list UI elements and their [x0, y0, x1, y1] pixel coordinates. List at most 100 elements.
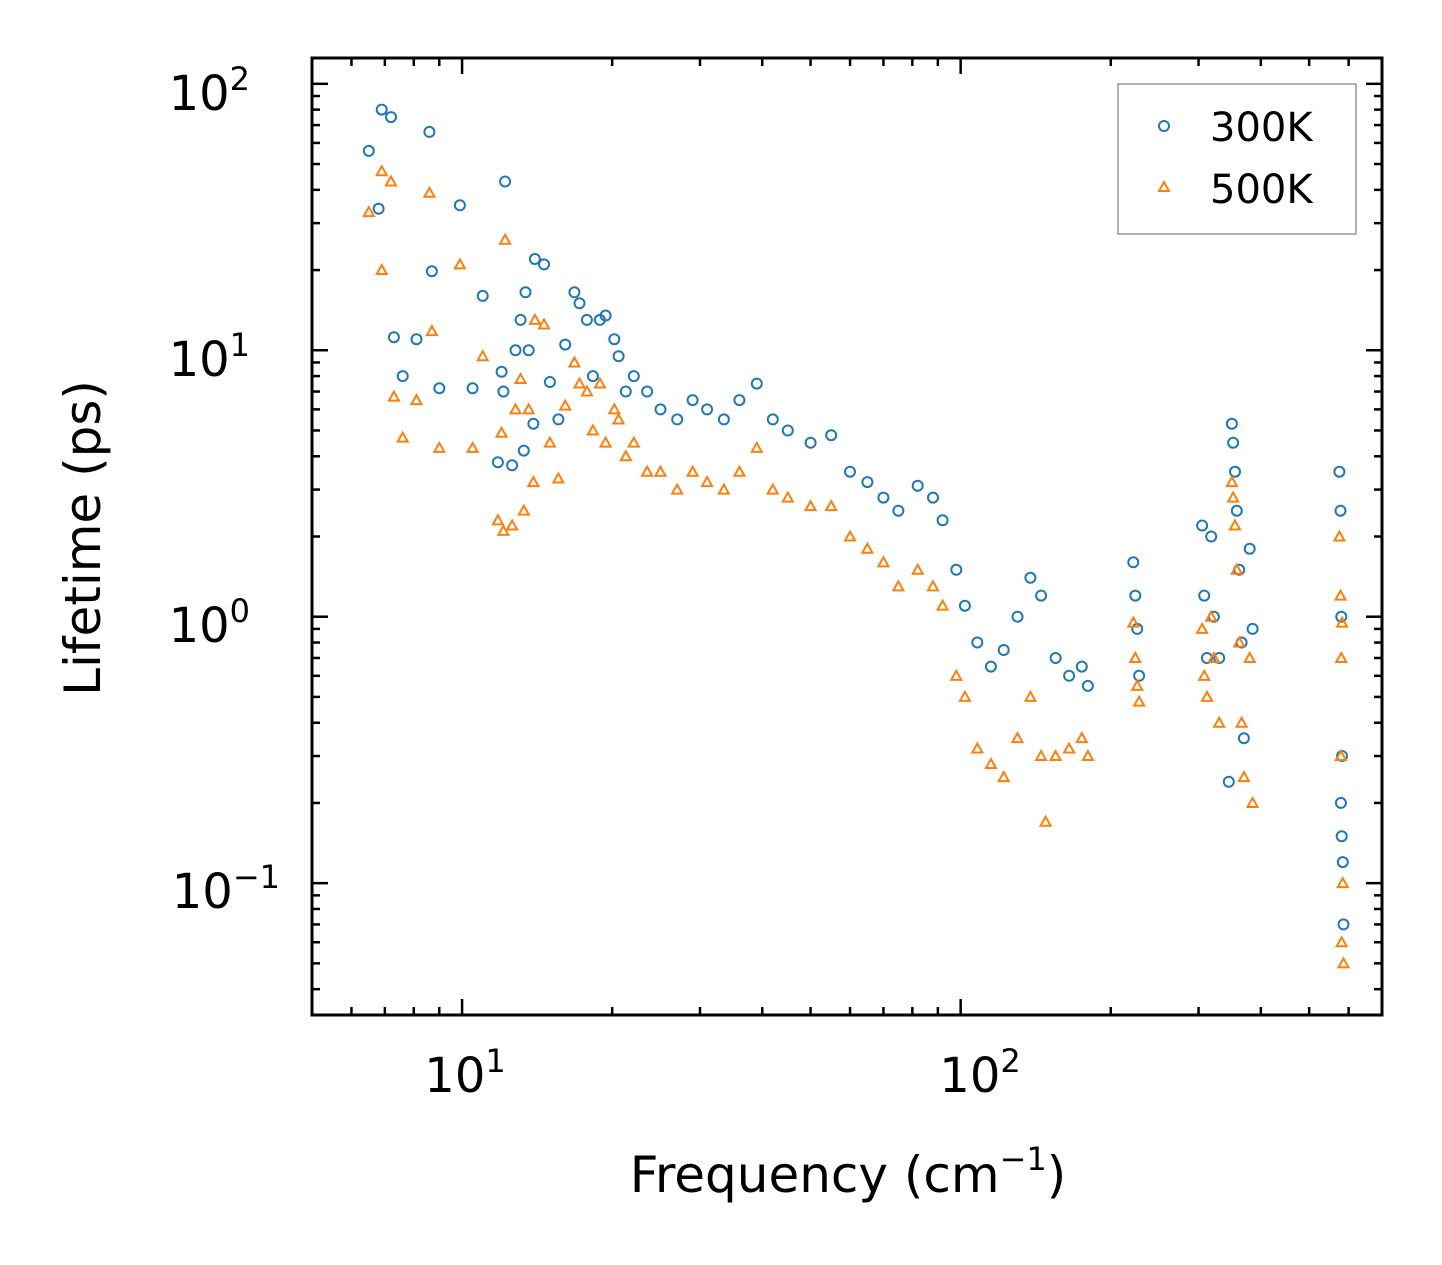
point-500k-68 — [1075, 731, 1089, 744]
point-300k-49 — [804, 436, 817, 449]
point-300k-26 — [543, 376, 556, 388]
point-300k-80 — [1225, 417, 1238, 430]
point-300k-60 — [971, 636, 984, 649]
point-500k-86 — [1237, 770, 1251, 783]
point-500k-54 — [910, 562, 925, 575]
point-300k-63 — [1011, 610, 1024, 623]
point-500k-24 — [537, 317, 551, 330]
point-500k-83 — [1230, 562, 1244, 575]
point-500k-0 — [362, 205, 376, 218]
point-300k-41 — [671, 413, 684, 426]
point-300k-91 — [1334, 504, 1347, 517]
data-points — [362, 103, 1351, 969]
point-500k-38 — [640, 464, 654, 477]
point-300k-30 — [573, 297, 586, 310]
point-300k-20 — [517, 444, 530, 457]
point-500k-21 — [521, 402, 536, 415]
point-300k-81 — [1227, 436, 1240, 449]
point-300k-6 — [410, 333, 423, 346]
point-500k-2 — [375, 164, 389, 177]
point-300k-89 — [1246, 622, 1259, 635]
point-300k-3 — [385, 111, 397, 124]
point-300k-28 — [559, 338, 572, 351]
point-300k-0 — [362, 144, 375, 157]
point-500k-34 — [607, 402, 622, 415]
y-tick-label: 101 — [169, 326, 250, 388]
point-500k-5 — [395, 430, 410, 443]
point-500k-43 — [717, 482, 731, 495]
point-500k-91 — [1334, 650, 1348, 663]
point-500k-89 — [1332, 529, 1347, 542]
point-300k-11 — [466, 382, 479, 395]
point-500k-29 — [572, 376, 587, 389]
point-500k-95 — [1334, 748, 1348, 762]
point-500k-37 — [627, 435, 641, 448]
point-500k-88 — [1245, 795, 1260, 808]
point-500k-1 — [375, 262, 389, 276]
point-500k-64 — [1034, 748, 1048, 762]
point-500k-36 — [619, 449, 633, 462]
y-tick-label: 100 — [169, 592, 250, 654]
point-500k-27 — [558, 398, 572, 411]
point-300k-14 — [495, 365, 508, 378]
point-300k-39 — [641, 385, 654, 398]
point-300k-4 — [387, 331, 400, 344]
point-300k-48 — [781, 424, 794, 437]
point-300k-17 — [506, 459, 519, 472]
x-axis-title: Frequency (cm−1) — [630, 1140, 1067, 1204]
point-300k-61 — [984, 660, 997, 673]
x-tick-label: 102 — [939, 1042, 1020, 1104]
point-500k-7 — [422, 185, 437, 198]
point-300k-53 — [877, 491, 890, 504]
point-500k-85 — [1234, 715, 1249, 728]
point-300k-44 — [717, 413, 730, 426]
x-tick-label: 101 — [424, 1042, 505, 1104]
point-500k-90 — [1333, 588, 1348, 601]
point-300k-56 — [927, 491, 939, 504]
point-500k-81 — [1226, 490, 1240, 503]
point-500k-45 — [750, 440, 764, 453]
point-300k-71 — [1129, 589, 1142, 602]
point-300k-13 — [491, 456, 504, 469]
point-500k-9 — [432, 440, 446, 453]
legend-box — [1117, 83, 1357, 235]
point-500k-33 — [598, 435, 613, 448]
point-500k-63 — [1023, 689, 1038, 702]
point-300k-2 — [375, 103, 388, 116]
point-300k-82 — [1229, 465, 1241, 478]
point-500k-14 — [494, 425, 509, 438]
point-300k-35 — [608, 333, 621, 346]
point-300k-19 — [514, 313, 527, 326]
point-500k-73 — [1132, 694, 1146, 707]
point-300k-7 — [423, 125, 436, 138]
legend-label-300k: 300K — [1210, 105, 1314, 151]
point-500k-72 — [1130, 678, 1144, 691]
point-300k-79 — [1213, 652, 1226, 664]
legend-label-500k: 500K — [1210, 167, 1314, 213]
point-300k-97 — [1335, 830, 1348, 843]
point-500k-28 — [567, 355, 582, 368]
point-300k-15 — [497, 385, 510, 398]
point-300k-51 — [844, 465, 856, 478]
point-300k-54 — [892, 504, 905, 517]
legend-marker-500k — [1157, 179, 1171, 192]
point-500k-17 — [505, 518, 519, 531]
point-500k-58 — [958, 689, 972, 702]
point-300k-88 — [1243, 542, 1256, 555]
point-500k-65 — [1038, 814, 1053, 827]
point-300k-38 — [627, 370, 640, 383]
point-300k-74 — [1196, 519, 1209, 532]
point-300k-92 — [1335, 610, 1348, 623]
point-500k-70 — [1126, 615, 1141, 628]
point-500k-77 — [1204, 609, 1218, 622]
point-300k-65 — [1035, 589, 1048, 602]
point-300k-42 — [686, 394, 699, 407]
point-500k-30 — [580, 384, 594, 397]
point-500k-62 — [1010, 731, 1025, 744]
point-500k-96 — [1334, 935, 1349, 948]
point-300k-31 — [580, 313, 593, 326]
point-500k-92 — [1335, 615, 1349, 628]
point-300k-69 — [1081, 679, 1094, 692]
point-300k-67 — [1063, 669, 1076, 682]
point-300k-90 — [1333, 465, 1346, 478]
